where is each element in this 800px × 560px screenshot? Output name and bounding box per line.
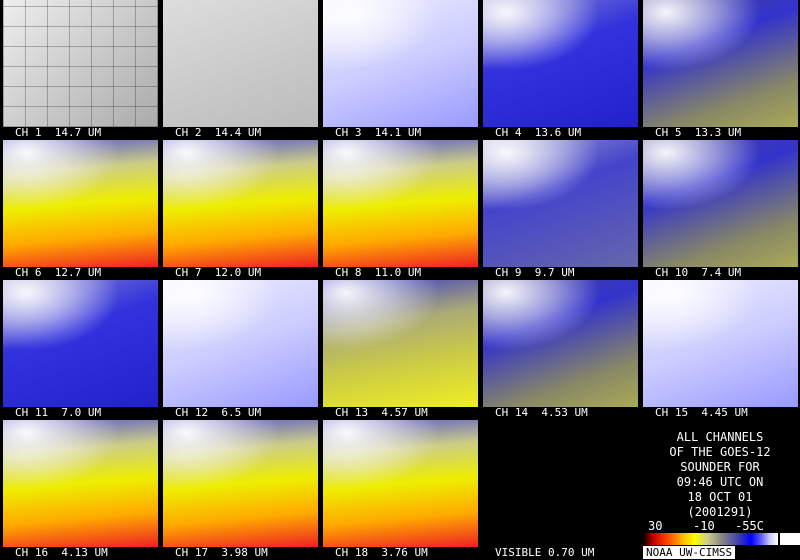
channel-label: CH 10 7.4 UM xyxy=(655,266,742,279)
channel-label: CH 12 6.5 UM xyxy=(175,406,262,419)
info-line: 18 OCT 01 xyxy=(687,490,753,504)
channel-label: CH 11 7.0 UM xyxy=(15,406,102,419)
channel-label: CH 18 3.76 UM xyxy=(335,546,428,559)
colorbar-label: -10 xyxy=(693,519,715,533)
satellite-image xyxy=(3,280,158,407)
channel-label: CH 6 12.7 UM xyxy=(15,266,102,279)
satellite-image xyxy=(323,0,478,127)
channel-label: CH 5 13.3 UM xyxy=(655,126,742,139)
satellite-image xyxy=(163,420,318,547)
info-line: 09:46 UTC ON xyxy=(676,475,764,489)
satellite-image xyxy=(483,420,638,547)
credit: NOAA UW-CIMSS xyxy=(643,546,736,559)
channel-label: CH 17 3.98 UM xyxy=(175,546,268,559)
channel-label: VISIBLE 0.70 UM xyxy=(495,546,595,559)
satellite-image xyxy=(323,280,478,407)
satellite-image xyxy=(3,420,158,547)
satellite-image xyxy=(163,0,318,127)
channel-label: CH 2 14.4 UM xyxy=(175,126,262,139)
info-line: SOUNDER FOR xyxy=(680,460,760,474)
channel-label: CH 7 12.0 UM xyxy=(175,266,262,279)
satellite-image xyxy=(643,280,798,407)
channel-label: CH 9 9.7 UM xyxy=(495,266,575,279)
channel-label: CH 13 4.57 UM xyxy=(335,406,428,419)
colorbar xyxy=(643,533,778,545)
satellite-image xyxy=(163,140,318,267)
satellite-image xyxy=(3,140,158,267)
satellite-image xyxy=(3,0,158,127)
info-line: ALL CHANNELS xyxy=(676,430,764,444)
channel-label: CH 16 4.13 UM xyxy=(15,546,108,559)
colorbar-label: 30 xyxy=(648,519,663,533)
channel-label: CH 14 4.53 UM xyxy=(495,406,588,419)
colorbar-label: -55C xyxy=(735,519,764,533)
colorbar-end xyxy=(780,533,800,545)
satellite-image xyxy=(323,140,478,267)
channel-label: CH 15 4.45 UM xyxy=(655,406,748,419)
channel-label: CH 8 11.0 UM xyxy=(335,266,422,279)
info-line: (2001291) xyxy=(687,505,753,519)
satellite-image xyxy=(643,0,798,127)
channel-label: CH 4 13.6 UM xyxy=(495,126,582,139)
info-line: OF THE GOES-12 xyxy=(669,445,771,459)
channel-label: CH 1 14.7 UM xyxy=(15,126,102,139)
satellite-image xyxy=(163,280,318,407)
satellite-image xyxy=(323,420,478,547)
satellite-image xyxy=(483,140,638,267)
satellite-image xyxy=(483,280,638,407)
satellite-image xyxy=(643,140,798,267)
satellite-image xyxy=(483,0,638,127)
channel-label: CH 3 14.1 UM xyxy=(335,126,422,139)
